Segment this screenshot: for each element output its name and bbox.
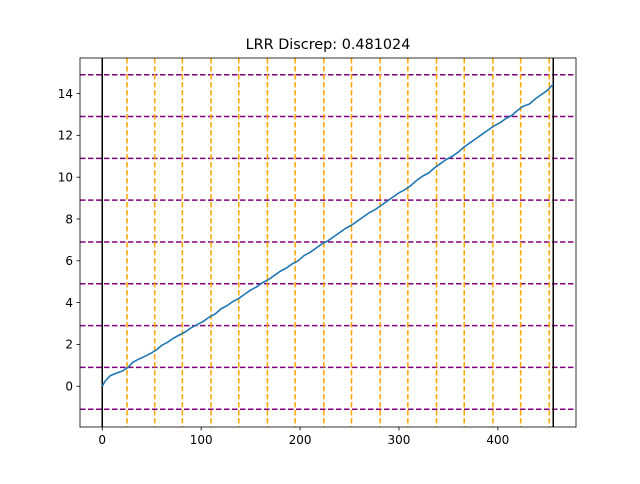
chart-title: LRR Discrep: 0.481024 [246,37,411,53]
y-tick-label: 2 [65,338,73,352]
x-tick-label: 200 [289,433,312,447]
y-tick-label: 4 [65,296,73,310]
plot-frame [79,57,577,428]
y-axis: 0 2 4 6 8 10 12 14 [58,87,80,394]
x-tick-label: 400 [486,433,509,447]
y-tick-label: 14 [58,87,73,101]
data-series [101,83,554,387]
y-tick-label: 12 [58,129,73,143]
y-tick-label: 8 [65,212,73,226]
x-tick-label: 300 [388,433,411,447]
reference-lines [80,58,576,427]
series-line [101,83,554,387]
y-tick-label: 10 [58,170,73,184]
x-tick-label: 0 [98,433,106,447]
y-tick-label: 0 [65,380,73,394]
x-axis: 0 100 200 300 400 [98,427,509,447]
x-tick-label: 100 [190,433,213,447]
y-tick-label: 6 [65,254,73,268]
